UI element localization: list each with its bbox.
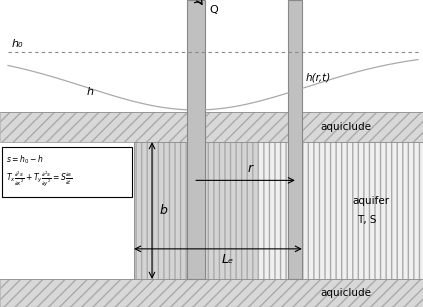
Bar: [205, 142, 258, 279]
Text: Lₑ: Lₑ: [222, 253, 234, 266]
Bar: [134, 142, 423, 279]
Bar: [134, 142, 187, 279]
Bar: [2, 147, 132, 197]
Text: aquiclude: aquiclude: [320, 288, 371, 298]
Bar: [288, 0, 302, 279]
Text: Q: Q: [209, 5, 218, 15]
Bar: [0, 142, 134, 279]
Text: r: r: [248, 162, 253, 175]
Bar: [0, 279, 423, 307]
Text: h: h: [86, 87, 93, 97]
Text: T, S: T, S: [357, 216, 376, 226]
Text: $T_x \frac{\partial^2 s}{\partial x^2} + T_y \frac{\partial^2 s}{\partial y^2} =: $T_x \frac{\partial^2 s}{\partial x^2} +…: [6, 169, 73, 188]
Text: h₀: h₀: [12, 39, 24, 49]
Bar: [187, 0, 205, 279]
Text: h(r,t): h(r,t): [306, 72, 331, 82]
Text: $s = h_0 - h$: $s = h_0 - h$: [6, 153, 44, 165]
Text: aquiclude: aquiclude: [320, 122, 371, 132]
Text: b: b: [160, 204, 168, 217]
Bar: [0, 112, 423, 142]
Text: aquifer: aquifer: [352, 196, 389, 205]
